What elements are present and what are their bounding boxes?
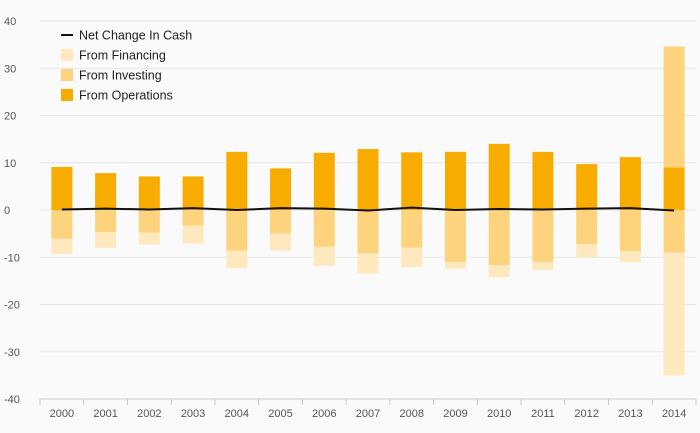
y-tick-label: -40 xyxy=(4,394,20,406)
bar-financing xyxy=(401,247,423,268)
bar-financing xyxy=(313,246,335,266)
bar-investing xyxy=(95,210,117,233)
y-tick-label: 0 xyxy=(4,205,10,217)
legend-label: From Investing xyxy=(79,69,162,83)
net-change-line-path xyxy=(61,206,675,212)
x-tick-label: 2010 xyxy=(487,408,511,420)
x-tick-label: 2008 xyxy=(399,408,423,420)
bar-operations xyxy=(95,173,117,210)
bar-operations xyxy=(51,167,73,210)
bar-operations xyxy=(270,168,292,210)
x-tick-label: 2012 xyxy=(574,408,598,420)
bar-operations xyxy=(357,149,379,210)
legend-box-swatch xyxy=(61,89,73,101)
bar-financing xyxy=(576,244,598,258)
bar-operations xyxy=(444,151,466,210)
bar-financing xyxy=(619,251,641,262)
bar-operations xyxy=(313,152,335,210)
x-tick-label: 2000 xyxy=(50,408,74,420)
bar-financing xyxy=(357,253,379,274)
bar-investing xyxy=(532,210,554,262)
x-tick-label: 2005 xyxy=(268,408,292,420)
bar-financing xyxy=(226,250,248,269)
bar-financing xyxy=(444,261,466,269)
x-tick-label: 2004 xyxy=(225,408,249,420)
x-tick-label: 2002 xyxy=(137,408,161,420)
bar-investing xyxy=(401,210,423,248)
legend: Net Change In Cash From Financing From Inv… xyxy=(61,29,192,103)
bar-operations xyxy=(619,157,641,210)
net-change-line xyxy=(61,206,675,212)
legend-label: Net Change In Cash xyxy=(79,29,192,43)
bar-financing xyxy=(138,232,160,245)
bar-operations xyxy=(532,151,554,210)
bar-investing xyxy=(138,210,160,233)
x-axis: 2000 2001 2002 2003 2004 2005 2006 2007 2008 2009… xyxy=(39,399,697,420)
bar-operations xyxy=(226,151,248,210)
legend-box-swatch xyxy=(61,49,73,61)
bar-financing xyxy=(488,265,510,278)
x-tick-label: 2006 xyxy=(312,408,336,420)
bar-operations xyxy=(138,176,160,210)
bar-operations xyxy=(182,176,204,210)
x-tick-label: 2011 xyxy=(531,408,555,420)
legend-box-swatch xyxy=(61,69,73,81)
bar-investing xyxy=(226,210,248,251)
bar-investing xyxy=(444,210,466,262)
bar-operations xyxy=(663,167,685,210)
x-tick-label: 2007 xyxy=(356,408,380,420)
bar-investing xyxy=(663,210,685,253)
y-tick-label: 20 xyxy=(4,111,16,123)
bar-operations xyxy=(488,143,510,210)
bar-investing xyxy=(619,210,641,252)
x-tick-label: 2014 xyxy=(662,408,686,420)
bar-investing xyxy=(182,210,204,226)
bar-financing xyxy=(270,233,292,251)
bar-investing xyxy=(313,210,335,247)
y-tick-label: -10 xyxy=(4,252,20,264)
bar-investing-positive xyxy=(663,46,685,168)
y-tick-label: 40 xyxy=(4,16,16,28)
bar-financing xyxy=(663,252,685,376)
legend-label: From Operations xyxy=(79,89,173,103)
bar-investing xyxy=(51,210,73,239)
bar-investing xyxy=(576,210,598,245)
bar-investing xyxy=(357,210,379,254)
y-axis: -40 -30 -20 -10 0 10 20 30 40 xyxy=(4,16,20,406)
x-tick-label: 2001 xyxy=(93,408,117,420)
bar-financing xyxy=(95,232,117,248)
bar-financing xyxy=(532,261,554,271)
legend-label: From Financing xyxy=(79,49,166,63)
bar-investing xyxy=(270,210,292,234)
x-tick-label: 2009 xyxy=(443,408,467,420)
bar-financing xyxy=(51,238,73,254)
y-tick-label: 10 xyxy=(4,158,16,170)
y-tick-label: 30 xyxy=(4,63,16,75)
y-tick-label: -30 xyxy=(4,347,20,359)
bar-operations xyxy=(576,164,598,210)
bar-operations xyxy=(401,152,423,210)
x-tick-label: 2003 xyxy=(181,408,205,420)
bar-financing xyxy=(182,225,204,244)
bar-series xyxy=(51,46,685,376)
bar-investing xyxy=(488,210,510,266)
x-tick-label: 2013 xyxy=(618,408,642,420)
y-tick-label: -20 xyxy=(4,300,20,312)
